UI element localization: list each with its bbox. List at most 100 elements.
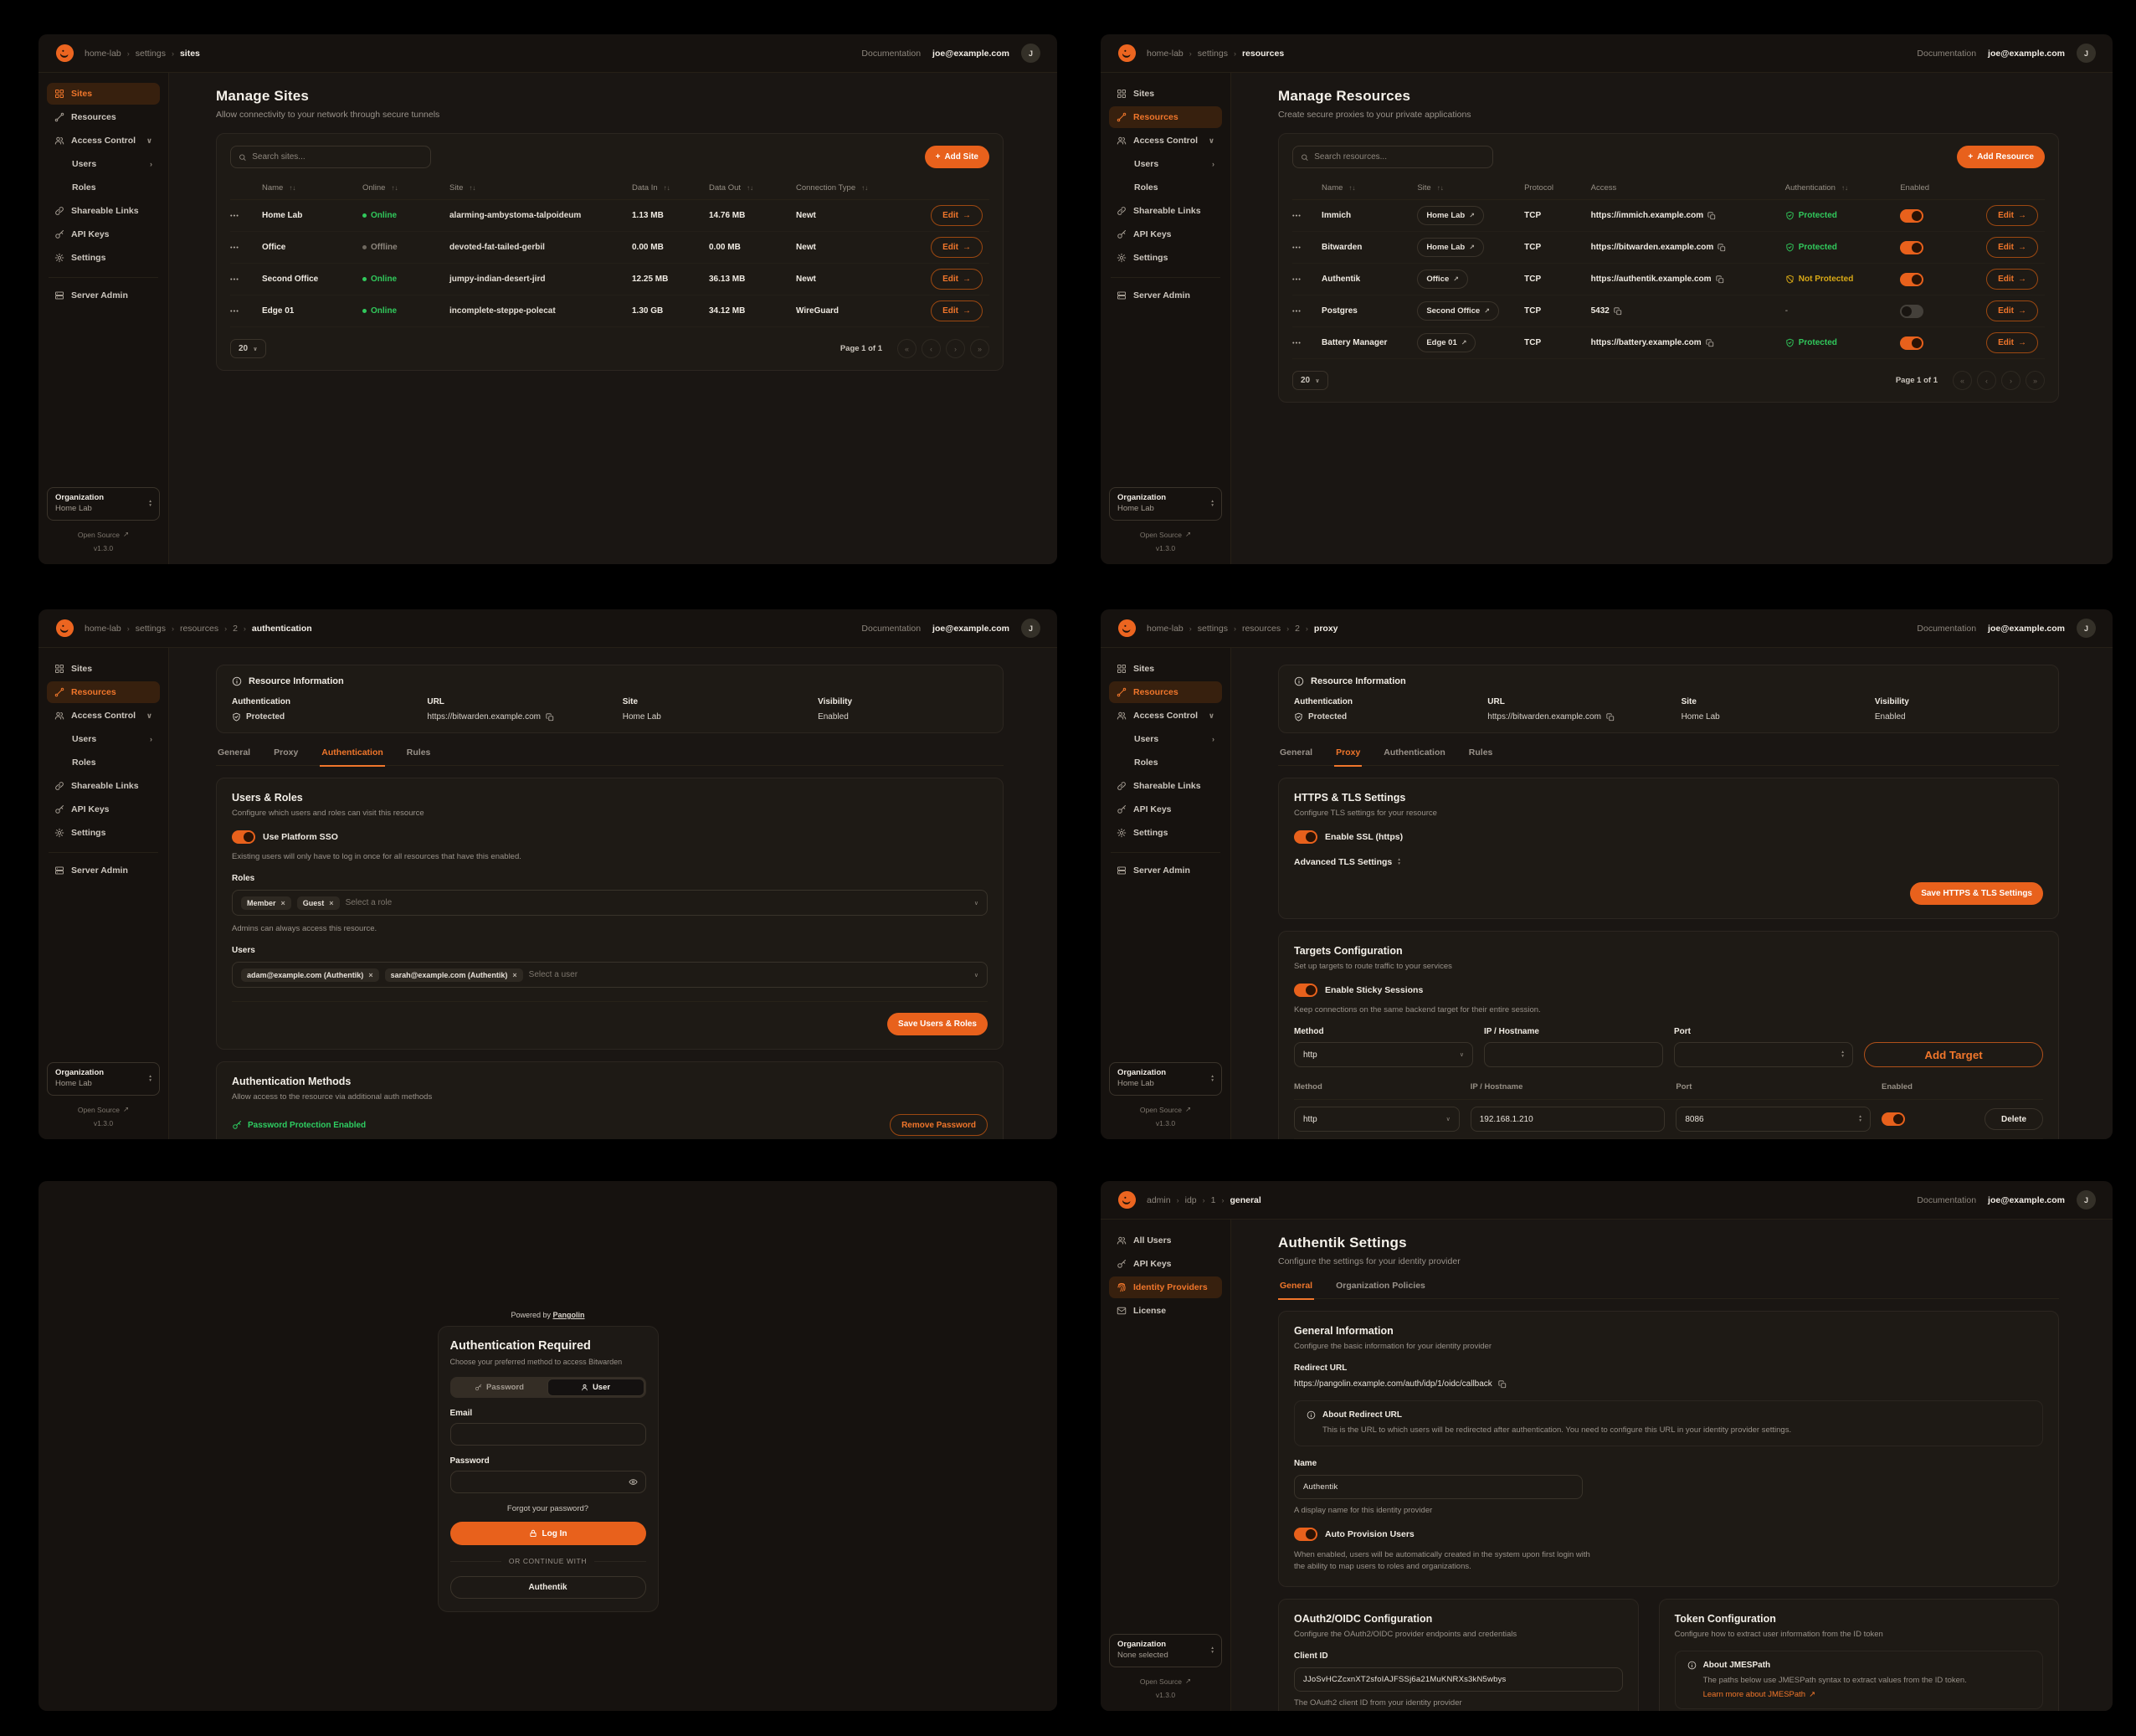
sidebar-item-users[interactable]: Users › [47, 153, 160, 175]
breadcrumb-item[interactable]: resources [1241, 623, 1281, 634]
row-menu-button[interactable]: ••• [1292, 339, 1302, 347]
open-source-link[interactable]: Open Source ↗ [1139, 1677, 1192, 1686]
column-header-site[interactable]: Site ↑↓ [449, 183, 476, 193]
tab-proxy[interactable]: Proxy [1334, 747, 1362, 765]
copy-icon[interactable] [1606, 713, 1615, 722]
sidebar-item-shareable-links[interactable]: Shareable Links [47, 775, 160, 797]
last-page-button[interactable]: » [2026, 371, 2045, 390]
tab-password[interactable]: Password [452, 1379, 547, 1396]
remove-chip-icon[interactable]: × [280, 898, 285, 907]
copy-icon[interactable] [1614, 307, 1622, 316]
page-size-select[interactable]: 20 ∨ [230, 339, 266, 358]
sidebar-item-access-control[interactable]: Access Control ∨ [1109, 705, 1222, 727]
sidebar-item-server-admin[interactable]: Server Admin [1109, 285, 1222, 306]
breadcrumb-item[interactable]: home-lab [85, 623, 121, 634]
page-size-select[interactable]: 20 ∨ [1292, 371, 1328, 390]
breadcrumb-item[interactable]: settings [1197, 48, 1228, 59]
tab-general[interactable]: General [218, 747, 251, 758]
breadcrumb-item[interactable]: home-lab [85, 48, 121, 59]
name-input[interactable] [1303, 1482, 1574, 1492]
user-chip[interactable]: adam@example.com (Authentik) × [241, 968, 379, 982]
column-header-site[interactable]: Site ↑↓ [1417, 183, 1444, 193]
tab-organization-policies[interactable]: Organization Policies [1336, 1281, 1425, 1291]
row-menu-button[interactable]: ••• [230, 244, 239, 251]
email-field[interactable] [449, 1423, 646, 1446]
ip-input[interactable] [1493, 1050, 1654, 1060]
organization-picker[interactable]: Organization Home Lab ▴ ▾ [47, 487, 160, 521]
column-header-online[interactable]: Online ↑↓ [362, 183, 398, 193]
tab-rules[interactable]: Rules [1468, 747, 1493, 758]
organization-picker[interactable]: Organization Home Lab ▴ ▾ [1109, 487, 1222, 521]
enabled-toggle[interactable] [1900, 336, 1924, 350]
avatar[interactable]: J [2077, 44, 2096, 63]
remove-chip-icon[interactable]: × [329, 898, 334, 907]
edit-button[interactable]: Edit → [1986, 205, 2038, 226]
sidebar-item-server-admin[interactable]: Server Admin [47, 860, 160, 881]
edit-button[interactable]: Edit → [931, 300, 983, 321]
edit-button[interactable]: Edit → [1986, 237, 2038, 258]
user-email[interactable]: joe@example.com [1988, 623, 2065, 634]
sidebar-item-sites[interactable]: Sites [1109, 658, 1222, 680]
row-menu-button[interactable]: ••• [1292, 307, 1302, 315]
site-link[interactable]: Edge 01 ↗ [1417, 333, 1476, 352]
eye-icon[interactable] [629, 1477, 638, 1487]
sidebar-item-license[interactable]: License [1109, 1300, 1222, 1322]
copy-icon[interactable] [1716, 275, 1724, 284]
site-link[interactable]: Home Lab ↗ [1417, 238, 1484, 257]
documentation-link[interactable]: Documentation [1917, 623, 1977, 634]
column-header-connection-type[interactable]: Connection Type ↑↓ [796, 183, 869, 193]
method-select[interactable]: http ∨ [1294, 1042, 1473, 1067]
add-target-button[interactable]: Add Target [1864, 1042, 2043, 1067]
breadcrumb-item[interactable]: resources [179, 623, 219, 634]
last-page-button[interactable]: » [970, 339, 989, 358]
sidebar-item-shareable-links[interactable]: Shareable Links [1109, 200, 1222, 222]
breadcrumb-item[interactable]: 2 [233, 623, 238, 634]
column-header-name[interactable]: Name ↑↓ [1322, 183, 1356, 193]
row-menu-button[interactable]: ••• [230, 212, 239, 219]
sidebar-item-roles[interactable]: Roles [47, 752, 160, 773]
avatar[interactable]: J [2077, 619, 2096, 638]
add-resource-button[interactable]: + Add Resource [1957, 146, 2045, 168]
user-email[interactable]: joe@example.com [1988, 1194, 2065, 1205]
sidebar-item-access-control[interactable]: Access Control ∨ [1109, 130, 1222, 152]
edit-button[interactable]: Edit → [1986, 269, 2038, 290]
sidebar-item-shareable-links[interactable]: Shareable Links [47, 200, 160, 222]
copy-icon[interactable] [1498, 1380, 1507, 1389]
sidebar-item-sites[interactable]: Sites [1109, 83, 1222, 105]
stepper-icon[interactable]: ▴ ▾ [1859, 1114, 1861, 1123]
documentation-link[interactable]: Documentation [1917, 48, 1977, 59]
breadcrumb-item[interactable]: admin [1147, 1194, 1171, 1205]
first-page-button[interactable]: « [897, 339, 917, 358]
sidebar-item-access-control[interactable]: Access Control ∨ [47, 705, 160, 727]
tab-proxy[interactable]: Proxy [274, 747, 299, 758]
row-menu-button[interactable]: ••• [1292, 275, 1302, 283]
sidebar-item-settings[interactable]: Settings [47, 247, 160, 269]
breadcrumb-item-current[interactable]: general [1230, 1194, 1261, 1205]
sidebar-item-settings[interactable]: Settings [1109, 247, 1222, 269]
copy-icon[interactable] [1706, 339, 1714, 347]
breadcrumb-item-current[interactable]: proxy [1313, 623, 1338, 634]
sidebar-item-server-admin[interactable]: Server Admin [47, 285, 160, 306]
sticky-sessions-toggle[interactable] [1294, 984, 1317, 997]
search-input[interactable] [252, 152, 423, 162]
breadcrumb-item[interactable]: settings [1197, 623, 1228, 634]
tab-authentication[interactable]: Authentication [1384, 747, 1445, 758]
user-email[interactable]: joe@example.com [932, 623, 1009, 634]
next-page-button[interactable]: › [946, 339, 965, 358]
ip-hostname-input[interactable] [1470, 1107, 1666, 1132]
stepper-icon[interactable]: ▴ ▾ [1841, 1050, 1844, 1059]
breadcrumb-item[interactable]: settings [135, 623, 166, 634]
search-box[interactable] [1292, 146, 1493, 168]
sidebar-item-resources[interactable]: Resources [47, 106, 160, 128]
organization-picker[interactable]: Organization None selected ▴ ▾ [1109, 1634, 1222, 1667]
forgot-password-link[interactable]: Forgot your password? [506, 1504, 589, 1513]
client-id-field[interactable] [1294, 1667, 1623, 1692]
copy-icon[interactable] [546, 713, 554, 722]
user-chip[interactable]: sarah@example.com (Authentik) × [384, 968, 523, 982]
edit-button[interactable]: Edit → [1986, 300, 2038, 321]
sidebar-item-identity-providers[interactable]: Identity Providers [1109, 1276, 1222, 1298]
advanced-tls-expander[interactable]: Advanced TLS Settings ▴ ▾ [1294, 857, 1401, 867]
column-header-name[interactable]: Name ↑↓ [262, 183, 296, 193]
tab-general[interactable]: General [1278, 1281, 1314, 1298]
edit-button[interactable]: Edit → [931, 205, 983, 226]
